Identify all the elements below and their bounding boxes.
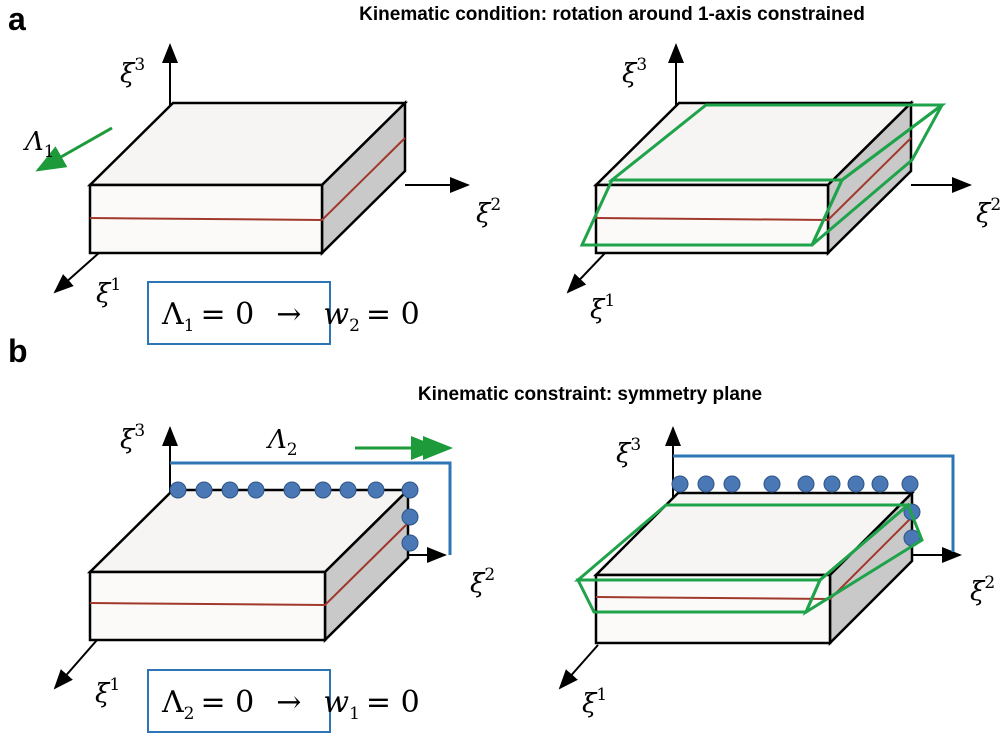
roller: [902, 476, 918, 492]
symbol: Λ: [161, 297, 184, 332]
math-label: ξ1: [95, 675, 120, 709]
value: = 0: [366, 297, 420, 332]
panel-label: a: [8, 1, 26, 37]
index: 3: [636, 55, 647, 75]
math-label: ξ3: [622, 55, 647, 89]
roller: [724, 476, 740, 492]
index: 3: [134, 421, 145, 441]
equation: Λ1 = 0 → w2 = 0: [161, 297, 420, 336]
index: 1: [596, 685, 607, 705]
math-label: ξ1: [96, 275, 121, 309]
roller: [340, 482, 356, 498]
roller: [672, 476, 688, 492]
value: = 0: [201, 685, 255, 720]
symbol: w: [323, 685, 349, 720]
math-label: ξ3: [616, 435, 641, 469]
roller: [248, 482, 264, 498]
roller: [222, 482, 238, 498]
roller: [798, 476, 814, 492]
math-label: Λ2: [266, 425, 298, 460]
axis-arrow: [55, 252, 100, 292]
box-front: [596, 575, 830, 643]
index: 2: [287, 440, 298, 460]
value: = 0: [366, 685, 420, 720]
roller: [402, 509, 418, 525]
index: 1: [604, 291, 615, 311]
math-label: ξ1: [582, 685, 607, 719]
axis-arrow: [560, 645, 598, 688]
symbol: Λ: [266, 425, 287, 455]
roller: [824, 476, 840, 492]
index: 2: [990, 195, 1001, 215]
index: 2: [349, 316, 360, 336]
math-label: ξ2: [970, 573, 995, 607]
arrow: →: [276, 297, 301, 332]
math-label: ξ2: [470, 565, 495, 599]
roller: [698, 476, 714, 492]
index: 3: [630, 435, 641, 455]
math-label: Λ1: [23, 127, 55, 162]
roller: [196, 482, 212, 498]
roller: [284, 482, 300, 498]
figure: a Kinematic condition: rotation around 1…: [0, 0, 1004, 740]
panel-label: b: [8, 333, 28, 369]
math-label: ξ3: [120, 55, 145, 89]
index: 2: [484, 565, 495, 585]
index: 2: [184, 704, 195, 724]
axis-arrow: [55, 640, 97, 688]
symbol: Λ: [161, 685, 184, 720]
math-label: ξ2: [476, 195, 501, 229]
roller: [315, 482, 331, 498]
roller: [402, 535, 418, 551]
symbol: Λ: [23, 127, 44, 157]
value: = 0: [201, 297, 255, 332]
roller: [368, 482, 384, 498]
box-front: [90, 572, 325, 640]
index: 2: [490, 195, 501, 215]
roller: [848, 476, 864, 492]
math-label: ξ2: [976, 195, 1001, 229]
index: 1: [184, 316, 195, 336]
index: 3: [134, 55, 145, 75]
symbol: w: [323, 297, 349, 332]
index: 1: [110, 275, 121, 295]
equation: Λ2 = 0 → w1 = 0: [161, 685, 420, 724]
panel-title: Kinematic constraint: symmetry plane: [418, 384, 762, 405]
index: 1: [349, 704, 360, 724]
roller: [764, 476, 780, 492]
panel-title: Kinematic condition: rotation around 1-a…: [359, 4, 865, 25]
roller: [872, 476, 888, 492]
math-label: ξ3: [120, 421, 145, 455]
arrow: →: [276, 685, 301, 720]
index: 1: [109, 675, 120, 695]
index: 1: [44, 142, 55, 162]
roller: [402, 482, 418, 498]
axis-arrow: [568, 252, 606, 292]
math-label: ξ1: [590, 291, 615, 325]
index: 2: [984, 573, 995, 593]
roller: [170, 482, 186, 498]
